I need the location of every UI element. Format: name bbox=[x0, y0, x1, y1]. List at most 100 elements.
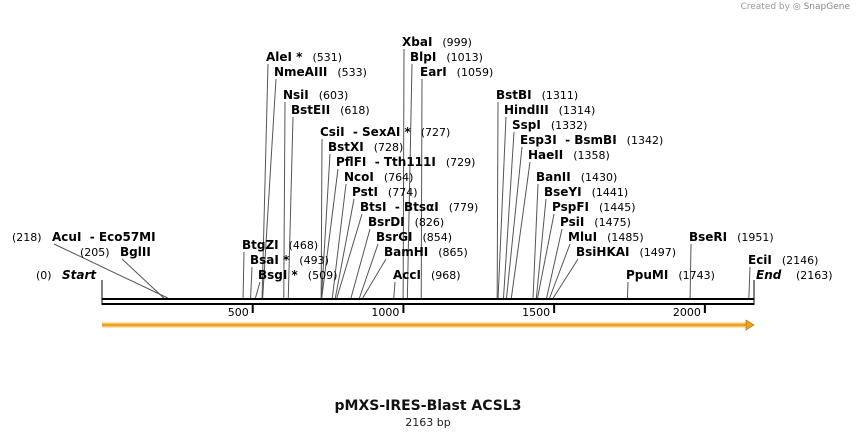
site-position-btsi-bts-i: (779) bbox=[449, 201, 479, 214]
site-position-xbai: (999) bbox=[442, 36, 472, 49]
site-name-bglii: BglII bbox=[120, 245, 151, 259]
site-position-btgzi: (468) bbox=[289, 239, 319, 252]
site-position-psti: (774) bbox=[388, 186, 418, 199]
site-position-haeii: (1358) bbox=[573, 149, 610, 162]
leader-bglii bbox=[121, 258, 165, 299]
site-name-bamhi: BamHI bbox=[384, 245, 428, 259]
leader-bamhi bbox=[362, 258, 387, 299]
site-position-bseri: (1951) bbox=[737, 231, 774, 244]
site-position-ecii: (2146) bbox=[782, 254, 819, 267]
site-name-haeii: HaeII bbox=[528, 148, 563, 162]
site-position-bsrdi: (826) bbox=[415, 216, 445, 229]
site-name-acci: AccI bbox=[393, 268, 421, 282]
site-name-nmeaiii: NmeAIII bbox=[274, 65, 327, 79]
leader-pflfi-tth111i bbox=[321, 168, 339, 299]
site-position-hindiii: (1314) bbox=[559, 104, 596, 117]
site-name-bsai: BsaI * bbox=[250, 253, 290, 267]
leader-bsihkai bbox=[552, 258, 579, 299]
site-position-bsgi: (509) bbox=[308, 269, 338, 282]
leader-psii bbox=[546, 228, 563, 299]
leader-bsrdi bbox=[350, 228, 371, 299]
site-position-nmeaiii: (533) bbox=[337, 66, 367, 79]
site-position-bsrgi: (854) bbox=[423, 231, 453, 244]
credit: Created by ◎ SnapGene bbox=[740, 2, 850, 12]
site-name-alei: AleI * bbox=[266, 50, 303, 64]
leader-nsii bbox=[283, 101, 286, 299]
leader-bstxi bbox=[320, 153, 331, 299]
leader-ncoi bbox=[331, 183, 347, 299]
site-position-sspi: (1332) bbox=[551, 119, 588, 132]
site-position-bsteii: (618) bbox=[340, 104, 370, 117]
scale-label-1000: 1000 bbox=[371, 306, 399, 319]
scale-label-1500: 1500 bbox=[522, 306, 550, 319]
plasmid-length: 2163 bp bbox=[405, 416, 451, 429]
site-name-psii: PsiI bbox=[560, 215, 584, 229]
site-name-bsrdi: BsrDI bbox=[368, 215, 405, 229]
leader-ecii bbox=[748, 266, 751, 299]
scale: 500 1000 1500 2000 bbox=[228, 305, 706, 319]
site-position-nsii: (603) bbox=[319, 89, 349, 102]
site-name-bsihkai: BsiHKAI bbox=[576, 245, 630, 259]
leader-esp3i-bsmbi bbox=[506, 146, 523, 299]
site-position-banii: (1430) bbox=[581, 171, 618, 184]
leader-bseyi bbox=[535, 198, 547, 299]
site-position-ppumi: (1743) bbox=[678, 269, 715, 282]
leader-btgzi bbox=[242, 251, 245, 299]
leader-bseri bbox=[689, 243, 692, 299]
site-position-psii: (1475) bbox=[594, 216, 631, 229]
site-name-csii-sexai: CsiI - SexAI * bbox=[320, 125, 411, 139]
site-name-pspfi: PspFI bbox=[552, 200, 589, 214]
leader-mlui bbox=[549, 243, 571, 299]
site-name-blpi: BlpI bbox=[410, 50, 436, 64]
site-name-sspi: SspI bbox=[512, 118, 541, 132]
credit-prefix: Created by bbox=[740, 2, 790, 12]
leader-acui-eco57mi bbox=[53, 243, 168, 299]
site-position-acci: (968) bbox=[431, 269, 461, 282]
site-name-ecii: EciI bbox=[748, 253, 772, 267]
leader-xbai bbox=[402, 48, 405, 299]
site-name-end: End bbox=[756, 268, 782, 282]
site-position-alei: (531) bbox=[312, 51, 342, 64]
site-position-bamhi: (865) bbox=[438, 246, 468, 259]
feature-arrowhead bbox=[745, 319, 755, 331]
site-position-bglii: (205) bbox=[80, 246, 110, 259]
feature-arrow bbox=[102, 319, 755, 331]
site-name-bseri: BseRI bbox=[689, 230, 727, 244]
site-position-acui-eco57mi: (218) bbox=[12, 231, 42, 244]
site-labels: Start (0) AcuI - Eco57MI (218) BglII (205) Btg… bbox=[12, 35, 833, 282]
credit-brand: SnapGene bbox=[803, 2, 850, 12]
leader-bsteii bbox=[287, 116, 294, 299]
leader-haeii bbox=[510, 161, 531, 299]
site-name-psti: PstI bbox=[352, 185, 378, 199]
site-name-bsgi: BsgI * bbox=[258, 268, 299, 282]
site-position-bsihkai: (1497) bbox=[639, 246, 676, 259]
site-position-blpi: (1013) bbox=[446, 51, 483, 64]
leader-bsgi bbox=[254, 281, 261, 299]
backbone bbox=[101, 280, 755, 305]
leader-bsai bbox=[250, 266, 253, 299]
leader-psti bbox=[334, 198, 355, 299]
leader-blpi bbox=[406, 63, 413, 299]
leader-nmeaiii bbox=[262, 78, 277, 299]
site-name-mlui: MluI bbox=[568, 230, 597, 244]
site-name-nsii: NsiI bbox=[283, 88, 309, 102]
site-position-ncoi: (764) bbox=[384, 171, 414, 184]
leader-sspi bbox=[503, 131, 515, 299]
leader-banii bbox=[532, 183, 539, 299]
snapgene-logo: ◎ bbox=[792, 2, 801, 12]
site-name-xbai: XbaI bbox=[402, 35, 432, 49]
site-position-start: (0) bbox=[36, 269, 52, 282]
leader-bstbi bbox=[496, 101, 499, 299]
leader-csii-sexai bbox=[320, 138, 323, 299]
leader-lines bbox=[53, 48, 751, 299]
site-name-bseyi: BseYI bbox=[544, 185, 582, 199]
site-name-banii: BanII bbox=[536, 170, 571, 184]
leader-acci bbox=[393, 281, 396, 299]
site-name-btgzi: BtgZI bbox=[242, 238, 279, 252]
site-name-eari: EarI bbox=[420, 65, 447, 79]
site-name-esp3i-bsmbi: Esp3I - BsmBI bbox=[520, 133, 617, 147]
site-position-bstxi: (728) bbox=[374, 141, 404, 154]
site-position-pflfi-tth111i: (729) bbox=[446, 156, 476, 169]
leader-ppumi bbox=[626, 281, 629, 299]
